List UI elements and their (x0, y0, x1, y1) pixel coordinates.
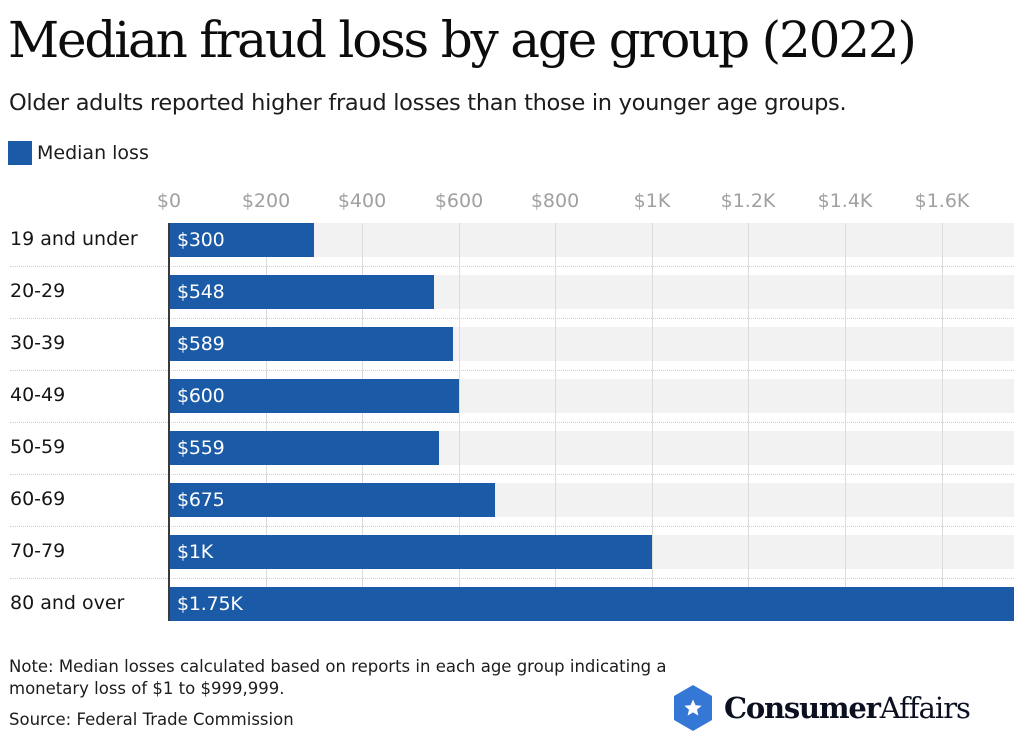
gridline (555, 223, 556, 621)
gridline (362, 223, 363, 621)
x-tick-label: $600 (434, 190, 484, 212)
star-hexagon-icon (674, 685, 712, 731)
category-label: 50-59 (10, 436, 66, 458)
gridline (266, 223, 267, 621)
category-label: 40-49 (10, 384, 66, 406)
x-tick-label: $200 (241, 190, 291, 212)
category-label: 60-69 (10, 488, 66, 510)
bar-value-label: $675 (177, 489, 225, 511)
category-label: 20-29 (10, 280, 66, 302)
bar: $559 (169, 431, 439, 465)
x-tick-label: $1.2K (720, 190, 776, 212)
x-tick-label: $1.4K (817, 190, 873, 212)
row-separator (10, 266, 1014, 267)
brand-logo: ConsumerAffairs (672, 684, 971, 732)
legend: Median loss (8, 140, 149, 166)
source-note: Source: Federal Trade Commission (9, 710, 294, 729)
x-tick-label: $1K (633, 190, 671, 212)
gridline (748, 223, 749, 621)
brand-name-bold: Consumer (724, 691, 881, 725)
row-separator (10, 370, 1014, 371)
bar: $600 (169, 379, 459, 413)
bar-value-label: $589 (177, 333, 225, 355)
bar: $589 (169, 327, 453, 361)
bar: $548 (169, 275, 434, 309)
brand-wordmark: ConsumerAffairs (724, 684, 971, 732)
bar-value-label: $300 (177, 229, 225, 251)
bar-value-label: $1.75K (177, 593, 243, 615)
category-label: 30-39 (10, 332, 66, 354)
x-tick-label: $0 (156, 190, 182, 212)
x-tick-label: $800 (530, 190, 580, 212)
category-label: 70-79 (10, 540, 66, 562)
row-separator (10, 318, 1014, 319)
chart-title: Median fraud loss by age group (2022) (8, 11, 917, 69)
bar: $1K (169, 535, 652, 569)
gridline (845, 223, 846, 621)
category-label: 19 and under (10, 228, 138, 250)
x-tick-label: $1.6K (914, 190, 970, 212)
bar: $675 (169, 483, 495, 517)
bar-value-label: $1K (177, 541, 214, 563)
row-separator (10, 578, 1014, 579)
y-axis-line (168, 223, 170, 621)
gridline (942, 223, 943, 621)
legend-swatch (8, 141, 32, 165)
bar-value-label: $548 (177, 281, 225, 303)
x-tick-label: $400 (337, 190, 387, 212)
gridline (459, 223, 460, 621)
gridline (652, 223, 653, 621)
bar-value-label: $600 (177, 385, 225, 407)
bar-value-label: $559 (177, 437, 225, 459)
row-separator (10, 474, 1014, 475)
row-separator (10, 526, 1014, 527)
chart-subtitle: Older adults reported higher fraud losse… (9, 90, 847, 116)
bar: $300 (169, 223, 314, 257)
brand-name-light: Affairs (879, 691, 971, 725)
row-separator (10, 422, 1014, 423)
legend-label: Median loss (37, 142, 149, 164)
footnote: Note: Median losses calculated based on … (9, 657, 667, 698)
bar: $1.75K (169, 587, 1014, 621)
category-label: 80 and over (10, 592, 125, 614)
